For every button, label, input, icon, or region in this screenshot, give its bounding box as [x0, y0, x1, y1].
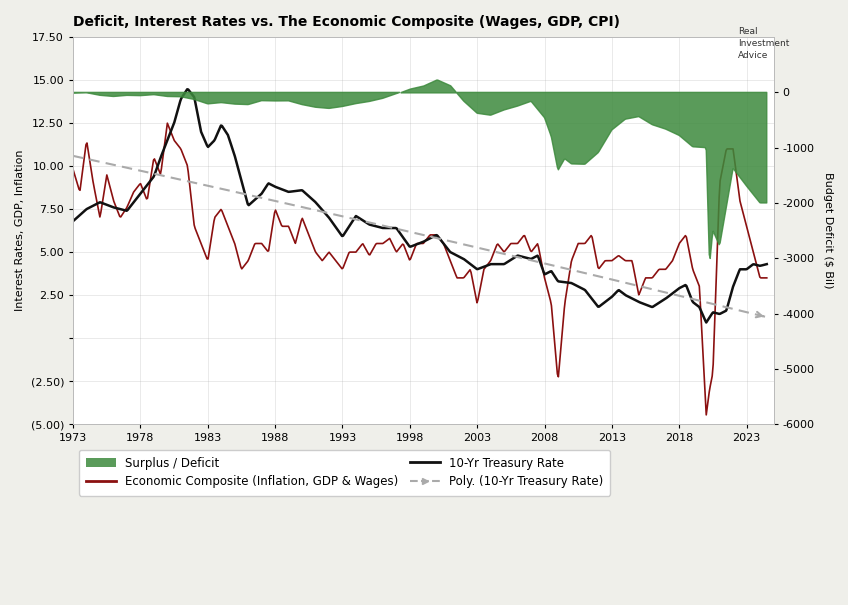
Y-axis label: Budget Deficit ($ Bil): Budget Deficit ($ Bil)	[823, 172, 833, 289]
Text: Real
Investment
Advice: Real Investment Advice	[738, 27, 789, 60]
Legend: Surplus / Deficit, Economic Composite (Inflation, GDP & Wages), 10-Yr Treasury R: Surplus / Deficit, Economic Composite (I…	[79, 450, 611, 495]
Y-axis label: Interest Rates, GDP, Inflation: Interest Rates, GDP, Inflation	[15, 150, 25, 312]
Text: Deficit, Interest Rates vs. The Economic Composite (Wages, GDP, CPI): Deficit, Interest Rates vs. The Economic…	[73, 15, 620, 29]
